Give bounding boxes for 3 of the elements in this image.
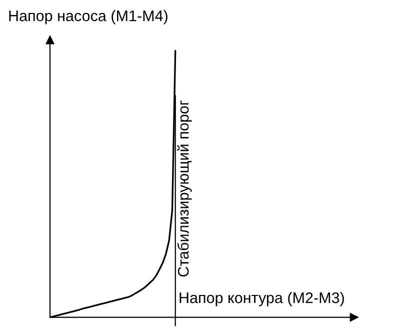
annotation: Стабилизирующий порог [177, 100, 192, 277]
x-axis-title: Напор контура (M2-M3) [180, 292, 344, 306]
y-axis-title: Напор насоса (M1-M4) [9, 10, 168, 24]
